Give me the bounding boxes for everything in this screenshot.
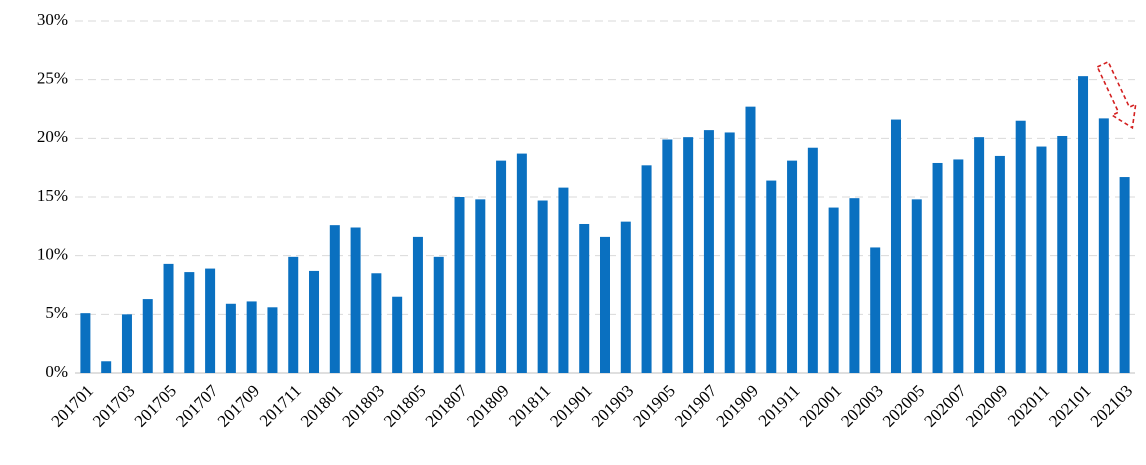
bar <box>516 153 527 373</box>
y-tick-label: 10% <box>37 245 68 264</box>
bar <box>662 139 673 373</box>
x-tick-label: 201905 <box>629 381 678 430</box>
x-tick-label: 201809 <box>463 381 512 430</box>
bar <box>537 200 548 373</box>
x-tick-label: 202003 <box>837 381 886 430</box>
y-tick-label: 0% <box>45 362 68 381</box>
bar <box>496 160 507 373</box>
bar <box>80 313 91 373</box>
x-tick-label: 202101 <box>1045 381 1094 430</box>
y-tick-label: 30% <box>37 10 68 29</box>
bar <box>350 227 361 373</box>
bar <box>329 225 340 373</box>
x-tick-label: 201907 <box>671 381 721 431</box>
bar <box>288 256 299 373</box>
x-tick-label: 202001 <box>796 381 845 430</box>
bar <box>849 198 860 373</box>
bar <box>184 272 195 373</box>
bar <box>683 137 694 373</box>
bar <box>870 247 881 373</box>
x-tick-label: 201811 <box>505 381 554 430</box>
bar <box>724 132 735 373</box>
bar <box>101 361 112 373</box>
x-tick-label: 202007 <box>920 381 970 431</box>
bar <box>163 263 174 373</box>
bar <box>1098 118 1109 374</box>
bar <box>412 236 423 373</box>
bar <box>392 296 403 373</box>
bar <box>371 273 382 373</box>
y-tick-label: 25% <box>37 69 68 88</box>
bar <box>309 270 320 373</box>
x-tick-label: 201903 <box>588 381 637 430</box>
bar <box>475 199 486 373</box>
x-tick-label: 202009 <box>962 381 1011 430</box>
bar <box>205 268 216 373</box>
trend-arrow <box>1096 60 1137 130</box>
x-tick-label: 201711 <box>256 381 305 430</box>
bar <box>246 301 257 373</box>
bar <box>787 160 798 373</box>
x-tick-label: 201807 <box>422 381 472 431</box>
x-tick-label: 202005 <box>879 381 928 430</box>
bar <box>1036 146 1047 373</box>
bar <box>890 119 901 373</box>
bar <box>1119 177 1130 373</box>
bar <box>703 130 714 373</box>
x-tick-label: 201801 <box>297 381 346 430</box>
bar <box>600 236 610 373</box>
bar <box>267 307 278 373</box>
bar <box>121 314 132 373</box>
bar <box>766 180 777 373</box>
x-tick-label: 202103 <box>1087 381 1136 430</box>
bar <box>932 162 943 373</box>
x-tick-label: 201707 <box>172 381 222 431</box>
bar <box>974 137 985 373</box>
x-tick-label: 201705 <box>131 381 180 430</box>
bar <box>994 155 1005 373</box>
bar <box>454 197 465 373</box>
arrow-shape <box>1096 60 1137 130</box>
bar <box>641 165 652 373</box>
bar <box>807 147 818 373</box>
y-tick-label: 20% <box>37 127 68 146</box>
bar <box>433 256 444 373</box>
bar <box>1078 76 1089 373</box>
bar <box>1015 120 1026 373</box>
bar <box>558 187 569 373</box>
bar <box>953 159 964 373</box>
x-tick-label: 201803 <box>338 381 387 430</box>
bar <box>745 106 756 374</box>
x-tick-label: 201709 <box>214 381 263 430</box>
x-tick-label: 201909 <box>713 381 762 430</box>
x-tick-label: 201805 <box>380 381 429 430</box>
x-tick-label: 202011 <box>1004 381 1053 430</box>
bar <box>911 199 922 373</box>
x-tick-label: 201703 <box>89 381 138 430</box>
x-tick-label: 201911 <box>755 381 804 430</box>
bar <box>828 207 839 373</box>
x-tick-label: 201701 <box>47 381 96 430</box>
y-tick-label: 5% <box>45 303 68 322</box>
bar <box>579 223 590 373</box>
bar <box>142 299 153 373</box>
bar <box>620 221 631 373</box>
x-tick-label: 201901 <box>546 381 595 430</box>
bar <box>225 303 236 373</box>
y-tick-label: 15% <box>37 186 68 205</box>
bar <box>1057 135 1068 373</box>
